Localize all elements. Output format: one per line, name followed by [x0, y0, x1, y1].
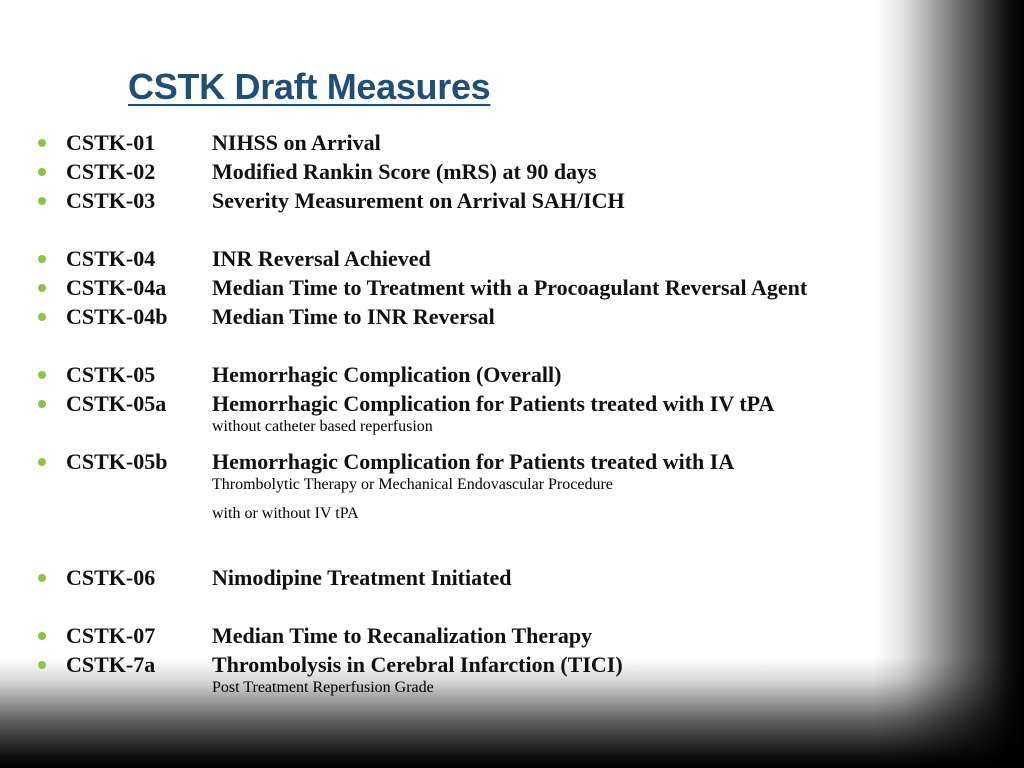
measure-description: Hemorrhagic Complication (Overall): [212, 362, 562, 387]
measure-description-continued: with or without IV tPA: [212, 505, 359, 522]
measure-continuation: with or without IV tPA: [38, 505, 938, 534]
measure-item: CSTK-03 Severity Measurement on Arrival …: [38, 186, 938, 215]
measure-description: INR Reversal Achieved: [212, 246, 431, 271]
measure-description: Hemorrhagic Complication for Patients tr…: [212, 449, 735, 474]
measure-description: Thrombolysis in Cerebral Infarction (TIC…: [212, 652, 623, 677]
bullet-icon: [38, 284, 46, 292]
measure-item: CSTK-05 Hemorrhagic Complication (Overal…: [38, 360, 938, 389]
measures-list: CSTK-01 NIHSS on Arrival CSTK-02 Modifie…: [38, 128, 938, 708]
measure-code: CSTK-04b: [66, 304, 168, 329]
measure-item: CSTK-04a Median Time to Treatment with a…: [38, 273, 938, 302]
measure-description-continued: without catheter based reperfusion: [212, 418, 433, 435]
measure-code: CSTK-06: [66, 565, 156, 590]
measure-code: CSTK-07: [66, 623, 156, 648]
measure-description: Median Time to Recanalization Therapy: [212, 623, 593, 648]
bullet-icon: [38, 168, 46, 176]
bullet-icon: [38, 371, 46, 379]
measure-description: Nimodipine Treatment Initiated: [212, 565, 512, 590]
bullet-icon: [38, 458, 46, 466]
measure-code: CSTK-04a: [66, 275, 167, 300]
measure-item: CSTK-07 Median Time to Recanalization Th…: [38, 621, 938, 650]
measure-description: Severity Measurement on Arrival SAH/ICH: [212, 188, 625, 213]
measure-item: CSTK-02 Modified Rankin Score (mRS) at 9…: [38, 157, 938, 186]
measure-item: CSTK-7a Thrombolysis in Cerebral Infarct…: [38, 650, 938, 679]
slide-title: CSTK Draft Measures: [128, 66, 491, 107]
bottom-shadow-decoration: [0, 658, 1024, 768]
measure-description: Median Time to INR Reversal: [212, 304, 495, 329]
bullet-icon: [38, 313, 46, 321]
measure-item: CSTK-01 NIHSS on Arrival: [38, 128, 938, 157]
bullet-icon: [38, 139, 46, 147]
measure-code: CSTK-03: [66, 188, 156, 213]
measure-continuation: Post Treatment Reperfusion Grade: [38, 679, 938, 708]
measure-item: CSTK-04b Median Time to INR Reversal: [38, 302, 938, 331]
measure-code: CSTK-7a: [66, 652, 156, 677]
bullet-icon: [38, 632, 46, 640]
measure-description-continued: Thrombolytic Therapy or Mechanical Endov…: [212, 476, 613, 493]
measure-item: CSTK-05b Hemorrhagic Complication for Pa…: [38, 447, 938, 476]
measure-item: CSTK-04 INR Reversal Achieved: [38, 244, 938, 273]
bullet-icon: [38, 400, 46, 408]
measure-description: Median Time to Treatment with a Procoagu…: [212, 275, 808, 300]
measure-code: CSTK-05b: [66, 449, 168, 474]
measure-item: CSTK-05a Hemorrhagic Complication for Pa…: [38, 389, 938, 418]
measure-code: CSTK-04: [66, 246, 156, 271]
measure-item: CSTK-06 Nimodipine Treatment Initiated: [38, 563, 938, 592]
bullet-icon: [38, 197, 46, 205]
bullet-icon: [38, 574, 46, 582]
measure-description: Modified Rankin Score (mRS) at 90 days: [212, 159, 597, 184]
measure-code: CSTK-02: [66, 159, 156, 184]
bullet-icon: [38, 255, 46, 263]
measure-code: CSTK-05a: [66, 391, 167, 416]
measure-description: NIHSS on Arrival: [212, 130, 381, 155]
measure-code: CSTK-05: [66, 362, 156, 387]
measure-continuation: without catheter based reperfusion: [38, 418, 938, 447]
measure-description: Hemorrhagic Complication for Patients tr…: [212, 391, 775, 416]
right-shadow-decoration: [874, 0, 1024, 768]
measure-description-continued: Post Treatment Reperfusion Grade: [212, 679, 434, 696]
measure-continuation: Thrombolytic Therapy or Mechanical Endov…: [38, 476, 938, 505]
measure-code: CSTK-01: [66, 130, 156, 155]
bullet-icon: [38, 661, 46, 669]
